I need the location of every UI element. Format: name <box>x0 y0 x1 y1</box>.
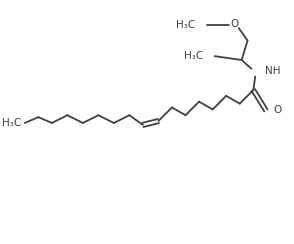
Text: H₃C: H₃C <box>184 51 203 61</box>
Text: H₃C: H₃C <box>2 118 21 128</box>
Text: H₃C: H₃C <box>176 20 195 30</box>
Text: O: O <box>231 19 239 29</box>
Text: O: O <box>274 105 282 115</box>
Text: NH: NH <box>265 66 280 76</box>
